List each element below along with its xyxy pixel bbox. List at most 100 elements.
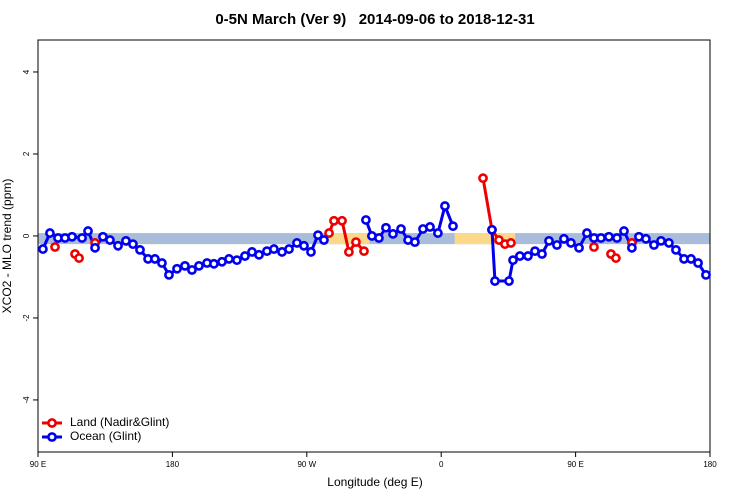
data-point [490,276,500,286]
legend-label: Ocean (Glint) [70,429,141,443]
data-point [105,235,115,245]
legend-marker [47,432,57,442]
data-point [306,247,316,257]
data-point [626,242,637,253]
y-axis-title: XCO2 - MLO trend (ppm) [0,179,14,314]
y-tick-label: -4 [22,396,31,404]
data-point [656,235,666,246]
plot-frame [37,39,711,453]
data-point [523,251,533,261]
data-point [425,222,435,232]
data-point [514,251,525,261]
data-point [337,215,347,226]
y-tick-label: 4 [22,69,31,74]
data-point [611,253,621,263]
data-point [157,258,167,268]
data-point [90,242,100,253]
data-point [324,228,334,238]
data-point [381,222,391,233]
data-point [508,255,518,266]
data-point [641,233,651,244]
data-point [180,260,190,271]
data-point [566,238,576,248]
data-point [589,242,599,252]
legend-item: Land (Nadir&Glint) [42,415,169,429]
data-point [440,201,450,211]
data-point [83,226,93,236]
data-point [374,233,384,243]
x-tick-label: 180 [166,460,180,469]
data-point [135,244,145,255]
data-point [329,215,339,226]
data-point [410,237,420,248]
data-point [319,235,329,245]
data-point [396,224,406,234]
x-tick-label: 90 E [567,460,583,469]
data-point [686,254,696,264]
data-point [313,230,323,241]
data-point [596,233,606,243]
data-point [344,247,354,257]
data-point [164,270,174,280]
y-tick-label: 0 [22,233,31,238]
data-point [299,240,309,251]
band [324,233,370,245]
data-point [552,240,562,250]
data-point [128,239,138,250]
data-point [664,238,674,248]
data-point [232,255,242,266]
data-point [388,229,398,239]
y-tick-label: -2 [22,314,31,322]
data-point [693,258,703,268]
data-point [504,276,514,286]
data-point [619,226,629,236]
data-point [506,238,516,248]
chart-title: 0-5N March (Ver 9) 2014-09-06 to 2018-12… [215,11,534,28]
legend-label: Land (Nadir&Glint) [70,415,169,429]
x-tick-label: 180 [703,460,717,469]
x-tick-label: 0 [439,460,444,469]
data-point [113,240,123,251]
data-point [351,237,361,248]
data-point [649,240,659,250]
x-axis-title: Longitude (deg E) [327,475,422,489]
legend-item: Ocean (Glint) [42,429,141,443]
data-point [194,260,204,271]
data-point [701,270,711,280]
data-point [559,233,569,244]
y-tick-label: 2 [22,151,31,156]
data-point [38,244,48,254]
data-point [671,244,681,255]
data-point [433,228,443,238]
data-point [187,265,197,275]
data-point [67,231,77,242]
data-point [537,249,547,259]
data-point [77,233,87,243]
x-tick-label: 90 E [30,460,46,469]
data-point [45,228,55,238]
data-point [487,224,497,235]
data-point [478,173,488,184]
legend-marker [47,418,57,428]
data-point [74,253,84,263]
band [454,233,516,245]
data-point [544,235,554,246]
data-point [224,254,234,264]
data-point [240,251,250,261]
data-point [269,244,279,254]
data-point [448,221,458,232]
data-point [361,215,371,225]
data-point [604,231,614,242]
data-point [50,242,60,252]
data-point [254,249,264,260]
data-point [574,242,584,253]
data-point [172,263,182,274]
data-point [150,254,160,264]
data-point [359,246,369,257]
x-tick-label: 90 W [297,460,316,469]
data-point [209,258,219,269]
data-point [582,228,592,238]
